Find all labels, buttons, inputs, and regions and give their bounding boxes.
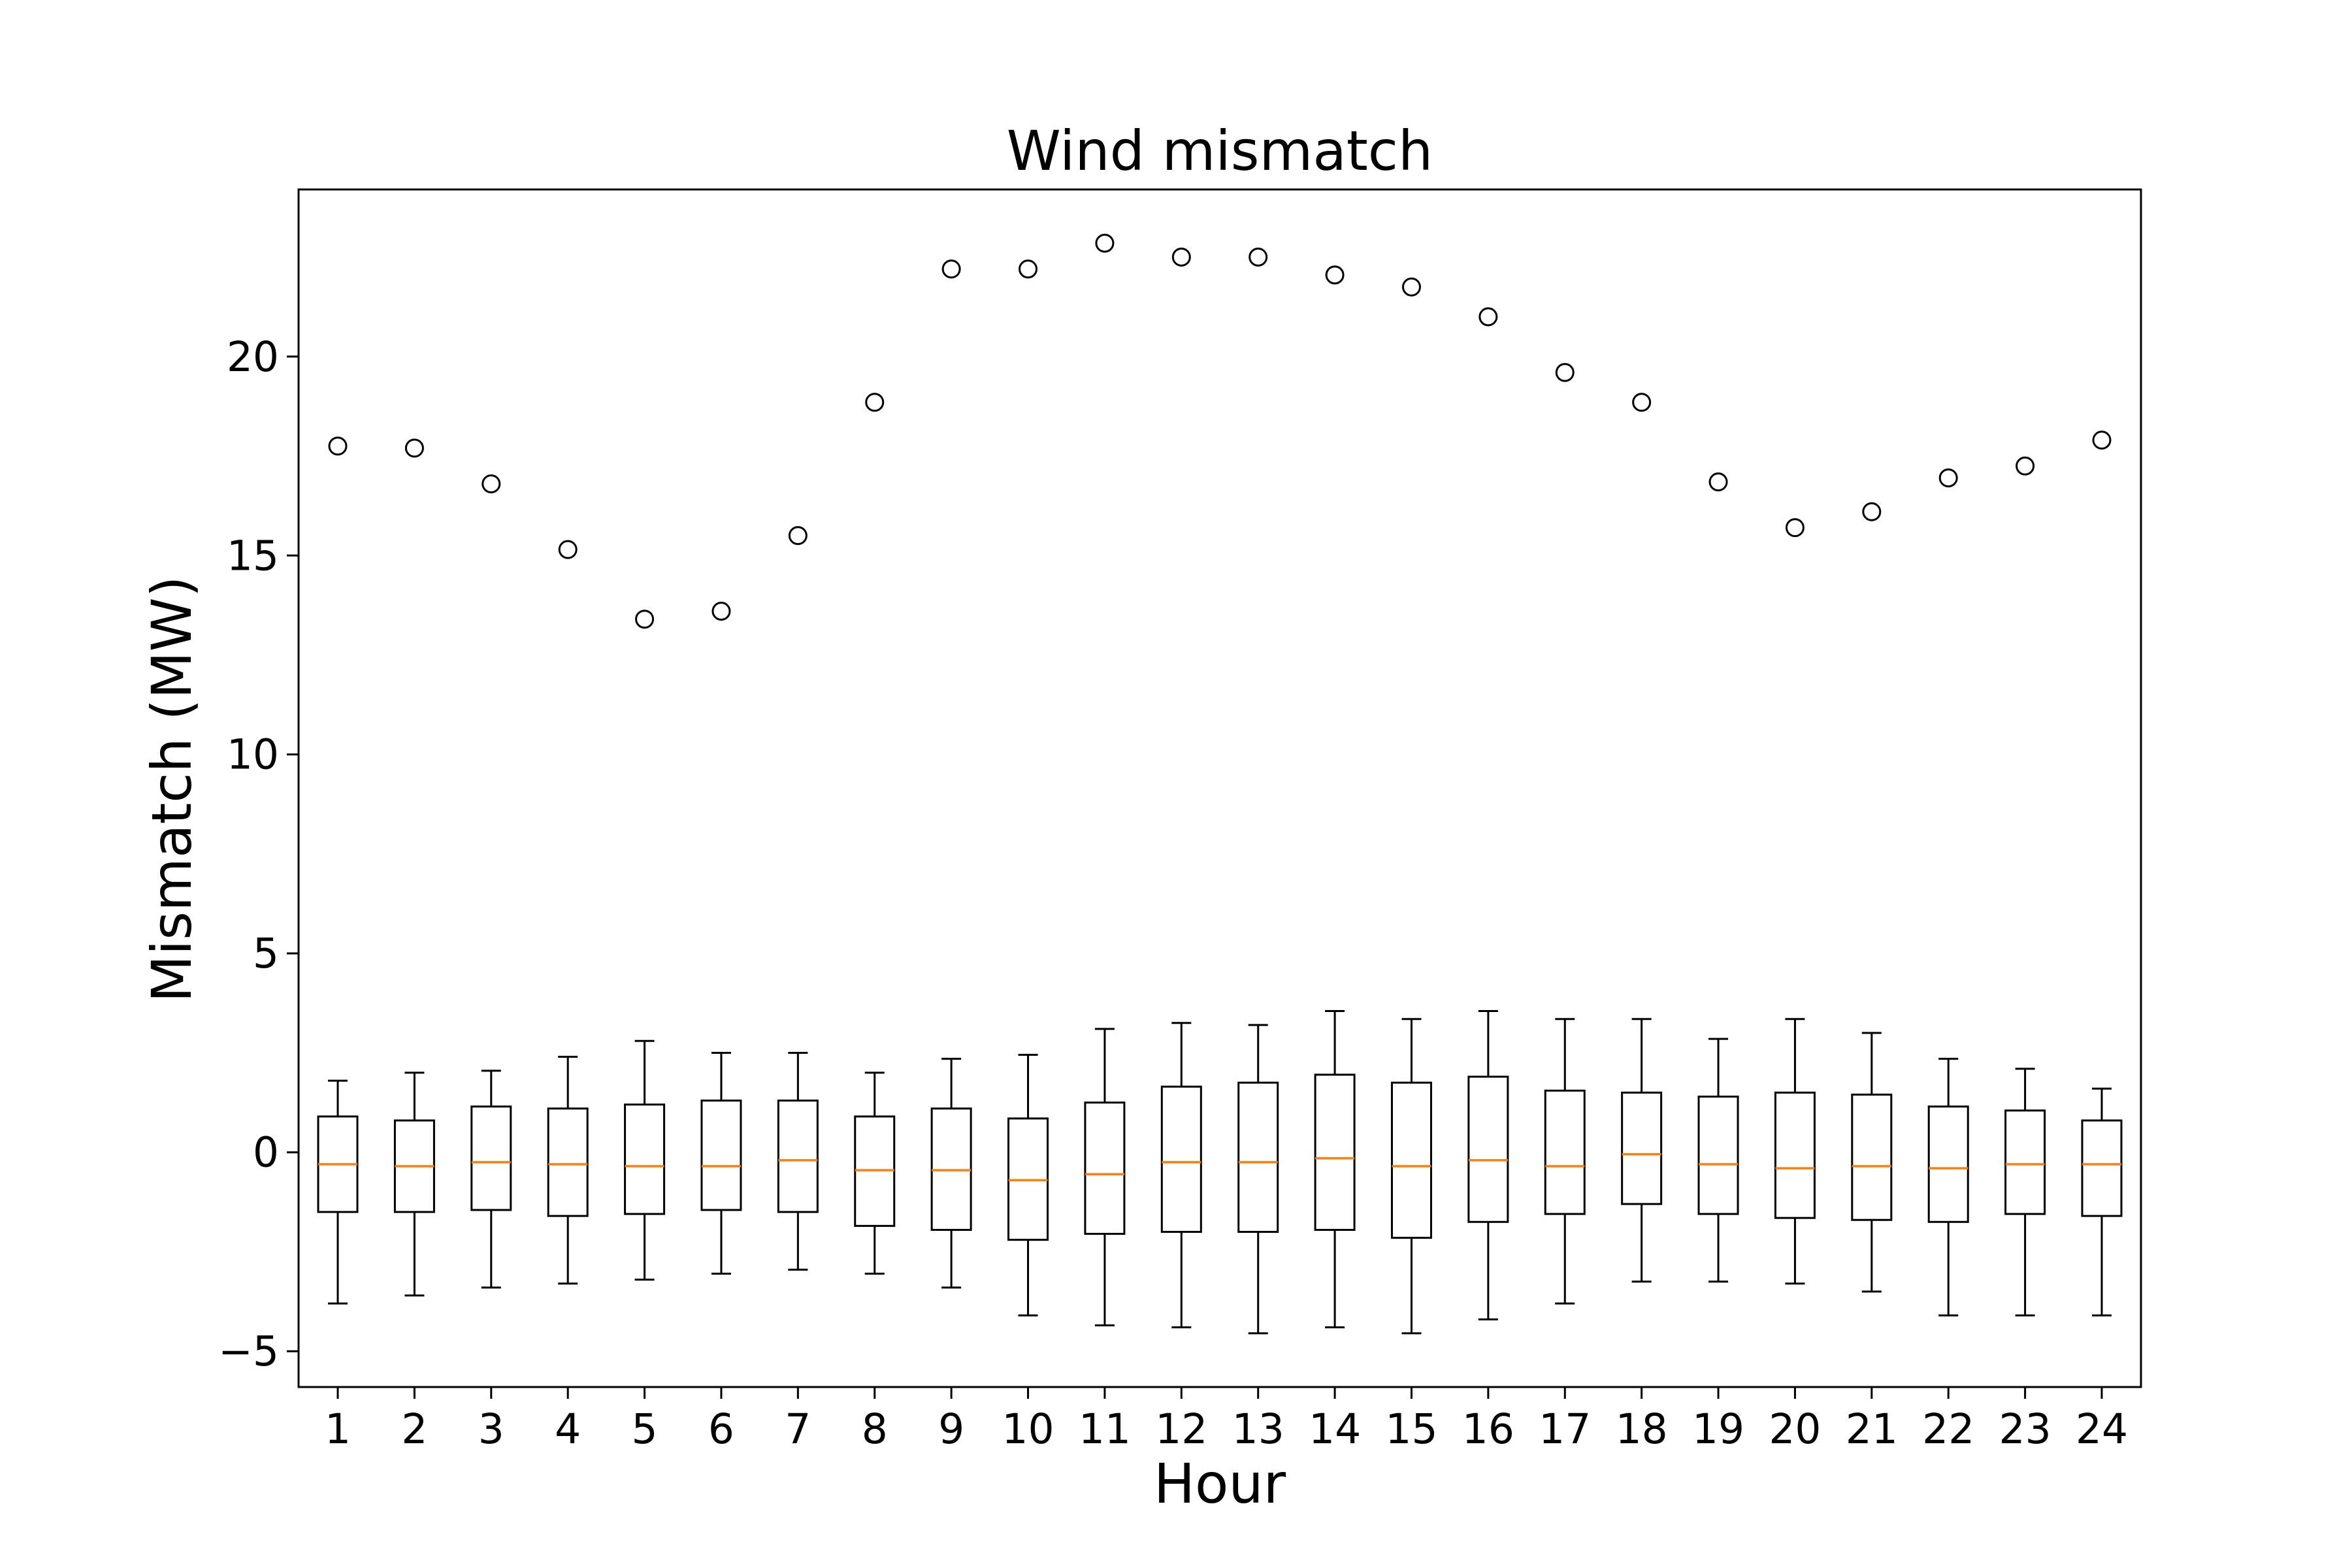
outlier-point <box>1401 277 1421 297</box>
x-tick-label: 20 <box>1769 1405 1821 1453</box>
box <box>547 1107 589 1217</box>
box <box>470 1105 512 1211</box>
box <box>1084 1102 1126 1235</box>
x-tick-label: 16 <box>1462 1405 1514 1453</box>
box <box>1621 1091 1663 1205</box>
outlier-point <box>1555 363 1575 382</box>
box <box>777 1100 819 1213</box>
x-tick-label: 9 <box>938 1405 964 1453</box>
x-tick-label: 24 <box>2076 1405 2128 1453</box>
box <box>1774 1091 1816 1219</box>
outlier-point <box>1325 265 1345 285</box>
box <box>624 1103 666 1215</box>
x-tick-label: 2 <box>401 1405 427 1453</box>
x-tick-label: 18 <box>1616 1405 1668 1453</box>
box <box>1467 1075 1509 1223</box>
x-tick-label: 11 <box>1079 1405 1131 1453</box>
outlier-point <box>1862 502 1882 521</box>
x-tick-label: 1 <box>325 1405 351 1453</box>
x-tick-label: 14 <box>1309 1405 1361 1453</box>
outlier-point <box>558 540 578 559</box>
x-tick-label: 10 <box>1002 1405 1054 1453</box>
outlier-point <box>865 393 885 412</box>
y-axis-label: Mismatch (MW) <box>140 576 204 1002</box>
x-tick-label: 3 <box>478 1405 504 1453</box>
outlier-point <box>482 474 501 494</box>
box <box>1390 1081 1432 1239</box>
x-axis-label: Hour <box>1154 1452 1286 1516</box>
outlier-point <box>404 438 424 458</box>
box <box>1544 1089 1586 1215</box>
x-tick-label: 4 <box>555 1405 581 1453</box>
outlier-point <box>1019 259 1038 279</box>
x-tick-label: 5 <box>632 1405 658 1453</box>
outlier-point <box>328 436 348 456</box>
x-tick-label: 6 <box>708 1405 734 1453</box>
box <box>2004 1109 2046 1215</box>
outlier-point <box>711 602 731 621</box>
outlier-point <box>2016 456 2035 476</box>
box <box>700 1100 742 1211</box>
x-tick-label: 15 <box>1385 1405 1437 1453</box>
box <box>1927 1105 1969 1223</box>
outlier-point <box>2092 431 2112 450</box>
outlier-point <box>941 259 961 279</box>
box <box>1697 1095 1739 1215</box>
y-tick-label: 10 <box>227 731 279 779</box>
box <box>1851 1093 1893 1221</box>
y-tick-label: 15 <box>227 532 279 580</box>
x-tick-label: 23 <box>1999 1405 2051 1453</box>
outlier-point <box>1708 472 1728 492</box>
x-tick-label: 19 <box>1692 1405 1744 1453</box>
x-tick-label: 8 <box>862 1405 888 1453</box>
outlier-point <box>1632 393 1652 412</box>
outlier-point <box>1249 248 1268 267</box>
x-tick-label: 22 <box>1922 1405 1974 1453</box>
outlier-point <box>1478 307 1498 327</box>
box <box>1314 1073 1356 1231</box>
x-tick-label: 13 <box>1232 1405 1284 1453</box>
y-tick-label: 0 <box>253 1129 279 1177</box>
box <box>1237 1081 1279 1233</box>
box <box>1160 1085 1202 1233</box>
x-tick-label: 21 <box>1846 1405 1898 1453</box>
x-tick-label: 7 <box>785 1405 811 1453</box>
x-tick-label: 17 <box>1539 1405 1591 1453</box>
outlier-point <box>1785 518 1805 538</box>
y-tick-label: −5 <box>218 1328 279 1375</box>
axes-frame <box>297 188 2142 1388</box>
x-tick-label: 12 <box>1155 1405 1207 1453</box>
y-tick-label: 5 <box>253 930 279 977</box>
y-tick-label: 20 <box>227 333 279 381</box>
outlier-point <box>1171 248 1191 267</box>
outlier-point <box>1938 468 1958 488</box>
outlier-point <box>635 610 655 629</box>
chart-title: Wind mismatch <box>1007 119 1433 183</box>
box <box>2081 1119 2123 1217</box>
outlier-point <box>1095 233 1115 253</box>
outlier-point <box>788 526 808 546</box>
